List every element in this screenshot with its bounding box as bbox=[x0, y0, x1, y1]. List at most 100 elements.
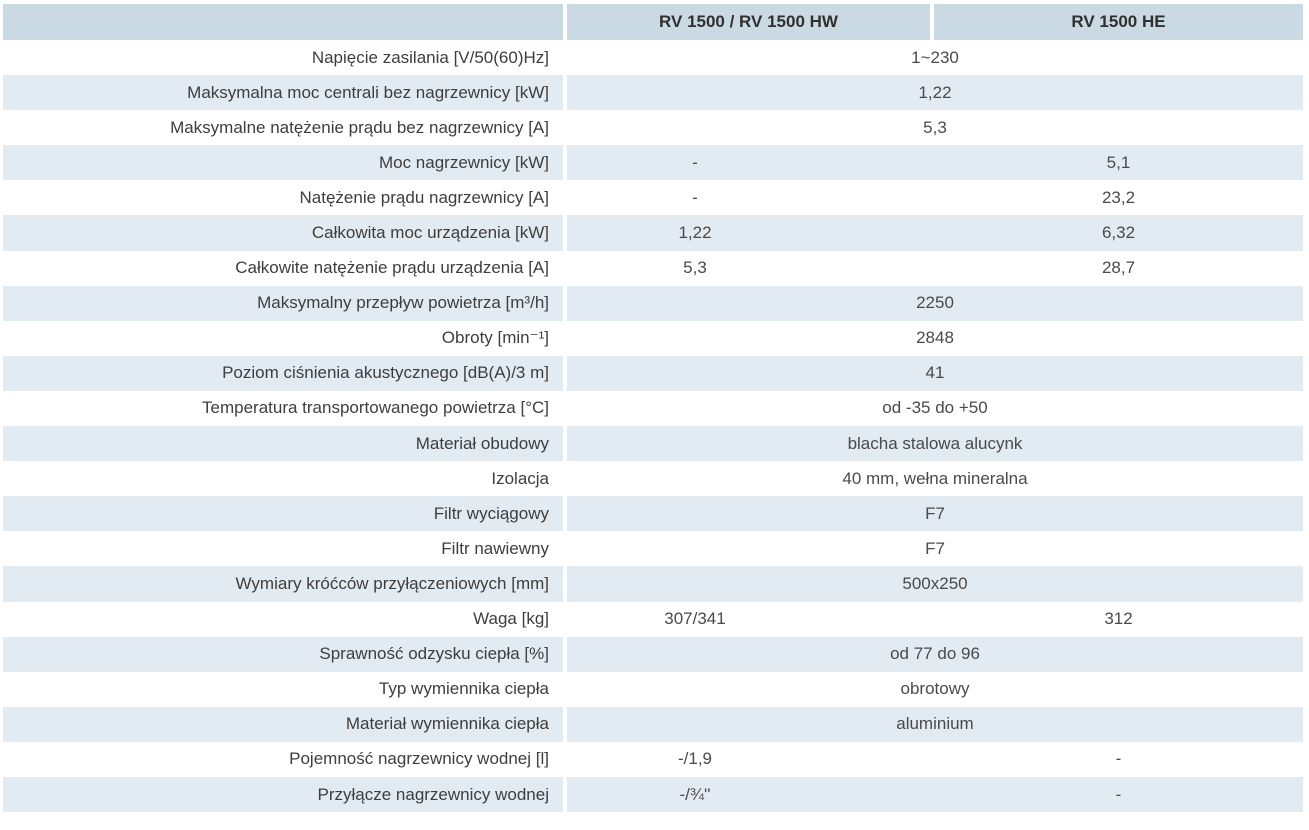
row-value-model-b: 6,32 bbox=[1101, 223, 1136, 243]
row-label: Obroty [min⁻¹] bbox=[3, 320, 563, 356]
table-row: Natężenie prądu nagrzewnicy [A] - 23,2 bbox=[3, 180, 1303, 216]
row-value-merged: F7 bbox=[925, 503, 945, 523]
row-value-merged: 41 bbox=[925, 363, 945, 383]
table-header-row: RV 1500 / RV 1500 HW RV 1500 HE bbox=[3, 4, 1303, 40]
row-values: 5,3 bbox=[567, 110, 1303, 146]
table-row: Sprawność odzysku ciepła [%] od 77 do 96 bbox=[3, 636, 1303, 672]
row-values: 500x250 bbox=[567, 566, 1303, 602]
table-row: Materiał obudowy blacha stalowa alucynk bbox=[3, 426, 1303, 462]
row-value-model-a: 5,3 bbox=[683, 258, 707, 278]
column-divider bbox=[563, 180, 567, 216]
row-value-model-a: - bbox=[692, 152, 698, 172]
table-row: Temperatura transportowanego powietrza [… bbox=[3, 390, 1303, 427]
row-values: 2848 bbox=[567, 320, 1303, 356]
column-divider bbox=[930, 4, 934, 40]
column-divider bbox=[563, 636, 567, 672]
row-value-merged: 500x250 bbox=[902, 573, 968, 593]
row-label: Materiał wymiennika ciepła bbox=[3, 706, 563, 742]
row-value-merged: od -35 do +50 bbox=[882, 398, 988, 418]
row-value-merged: od 77 do 96 bbox=[890, 644, 980, 664]
row-values: od 77 do 96 bbox=[567, 636, 1303, 672]
row-label: Pojemność nagrzewnicy wodnej [l] bbox=[3, 741, 563, 777]
row-label: Filtr nawiewny bbox=[3, 531, 563, 567]
row-label: Moc nagrzewnicy [kW] bbox=[3, 145, 563, 181]
row-values: 1~230 bbox=[567, 40, 1303, 76]
row-label: Całkowite natężenie prądu urządzenia [A] bbox=[3, 250, 563, 286]
table-row: Waga [kg] 307/341 312 bbox=[3, 601, 1303, 637]
row-label: Wymiary króćców przyłączeniowych [mm] bbox=[3, 566, 563, 602]
row-label: Filtr wyciągowy bbox=[3, 496, 563, 532]
column-divider bbox=[563, 110, 567, 146]
table-row: Materiał wymiennika ciepła aluminium bbox=[3, 706, 1303, 742]
row-label: Maksymalny przepływ powietrza [m³/h] bbox=[3, 285, 563, 321]
row-label: Poziom ciśnienia akustycznego [dB(A)/3 m… bbox=[3, 355, 563, 391]
row-value-model-b: 28,7 bbox=[1101, 258, 1136, 278]
row-label: Waga [kg] bbox=[3, 601, 563, 637]
row-value-merged: F7 bbox=[925, 538, 945, 558]
row-values: obrotowy bbox=[567, 671, 1303, 707]
column-divider bbox=[563, 531, 567, 567]
table-row: Całkowite natężenie prądu urządzenia [A]… bbox=[3, 250, 1303, 286]
column-divider bbox=[563, 461, 567, 497]
row-label: Izolacja bbox=[3, 461, 563, 497]
row-label: Natężenie prądu nagrzewnicy [A] bbox=[3, 180, 563, 216]
row-values: - 23,2 bbox=[567, 180, 1303, 216]
table-row: Maksymalna moc centrali bez nagrzewnicy … bbox=[3, 75, 1303, 111]
column-divider bbox=[563, 75, 567, 111]
column-divider bbox=[563, 145, 567, 181]
row-values: aluminium bbox=[567, 706, 1303, 742]
table-row: Napięcie zasilania [V/50(60)Hz] 1~230 bbox=[3, 40, 1303, 76]
table-row: Poziom ciśnienia akustycznego [dB(A)/3 m… bbox=[3, 355, 1303, 391]
table-row: Izolacja 40 mm, wełna mineralna bbox=[3, 461, 1303, 497]
row-value-model-b: - bbox=[1115, 749, 1122, 769]
column-divider bbox=[563, 390, 567, 427]
column-divider bbox=[563, 250, 567, 286]
row-value-model-b: 5,1 bbox=[1106, 152, 1131, 172]
row-label: Typ wymiennika ciepła bbox=[3, 671, 563, 707]
column-divider bbox=[563, 776, 567, 813]
row-values: 2250 bbox=[567, 285, 1303, 321]
row-value-merged: aluminium bbox=[896, 714, 974, 734]
table-body: Napięcie zasilania [V/50(60)Hz] 1~230 Maks… bbox=[3, 40, 1303, 813]
row-value-merged: blacha stalowa alucynk bbox=[847, 433, 1023, 453]
column-divider bbox=[563, 671, 567, 707]
column-divider bbox=[563, 40, 567, 76]
row-values: -/1,9 - bbox=[567, 741, 1303, 777]
row-label: Maksymalne natężenie prądu bez nagrzewni… bbox=[3, 110, 563, 146]
table-row: Filtr nawiewny F7 bbox=[3, 531, 1303, 567]
column-divider bbox=[563, 320, 567, 356]
column-divider bbox=[563, 4, 567, 40]
table-row: Wymiary króćców przyłączeniowych [mm] 500… bbox=[3, 566, 1303, 602]
row-values: 1,22 6,32 bbox=[567, 215, 1303, 251]
row-value-merged: 2848 bbox=[916, 328, 954, 348]
row-values: od -35 do +50 bbox=[567, 390, 1303, 427]
table-row: Maksymalne natężenie prądu bez nagrzewni… bbox=[3, 110, 1303, 146]
column-divider bbox=[563, 601, 567, 637]
row-value-model-a: 307/341 bbox=[664, 609, 726, 629]
row-value-merged: 2250 bbox=[916, 293, 954, 313]
row-label: Materiał obudowy bbox=[3, 426, 563, 462]
row-label: Całkowita moc urządzenia [kW] bbox=[3, 215, 563, 251]
row-value-model-b: 312 bbox=[1104, 609, 1133, 629]
row-value-merged: 1,22 bbox=[918, 82, 952, 102]
column-divider bbox=[563, 706, 567, 742]
row-label: Temperatura transportowanego powietrza [… bbox=[3, 390, 563, 427]
table-row: Maksymalny przepływ powietrza [m³/h] 2250 bbox=[3, 285, 1303, 321]
row-value-model-a: -/1,9 bbox=[677, 749, 713, 769]
row-value-model-b: - bbox=[1115, 784, 1122, 804]
column-divider bbox=[563, 426, 567, 462]
header-model-b: RV 1500 HE bbox=[934, 4, 1303, 40]
row-value-model-a: -/¾'' bbox=[679, 784, 711, 804]
row-label: Napięcie zasilania [V/50(60)Hz] bbox=[3, 40, 563, 76]
row-value-merged: 5,3 bbox=[923, 117, 947, 137]
table-row: Całkowita moc urządzenia [kW] 1,22 6,32 bbox=[3, 215, 1303, 251]
row-values: 1,22 bbox=[567, 75, 1303, 111]
row-values: F7 bbox=[567, 531, 1303, 567]
row-value-model-b: 23,2 bbox=[1101, 187, 1136, 207]
table-row: Moc nagrzewnicy [kW] - 5,1 bbox=[3, 145, 1303, 181]
row-values: -/¾'' - bbox=[567, 776, 1303, 813]
row-values: - 5,1 bbox=[567, 145, 1303, 181]
table-row: Typ wymiennika ciepła obrotowy bbox=[3, 671, 1303, 707]
column-divider bbox=[563, 496, 567, 532]
row-label: Przyłącze nagrzewnicy wodnej bbox=[3, 776, 563, 813]
